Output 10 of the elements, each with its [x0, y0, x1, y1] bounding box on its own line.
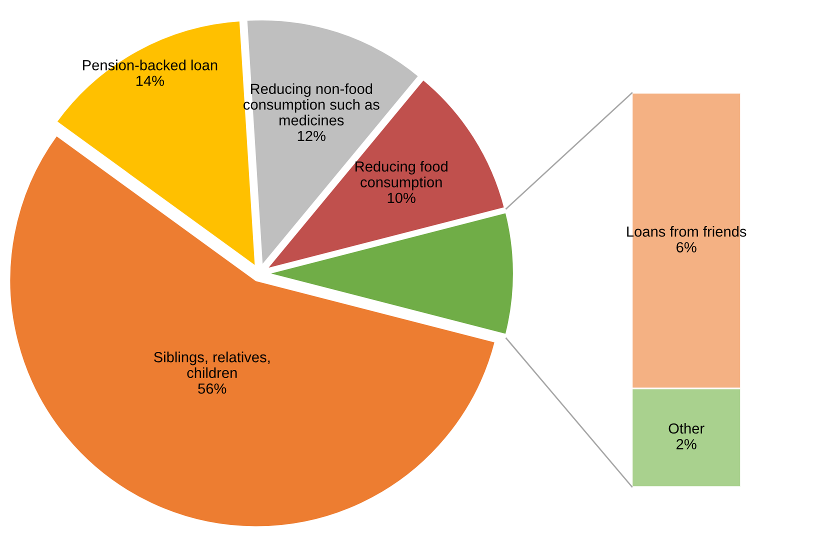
- slice-label: Reducing food consumption: [356, 160, 448, 190]
- data-label: 12%: [298, 130, 326, 142]
- data-label: 56%: [198, 383, 226, 394]
- series-label: Other: [668, 422, 704, 434]
- slice-label: Siblings, relatives, children: [154, 352, 270, 378]
- data-label: 6%: [676, 242, 696, 252]
- series-label: Loans from friends: [627, 226, 746, 237]
- data-label: 14%: [136, 76, 164, 86]
- data-label: 10%: [388, 192, 416, 204]
- data-label: 2%: [676, 439, 696, 450]
